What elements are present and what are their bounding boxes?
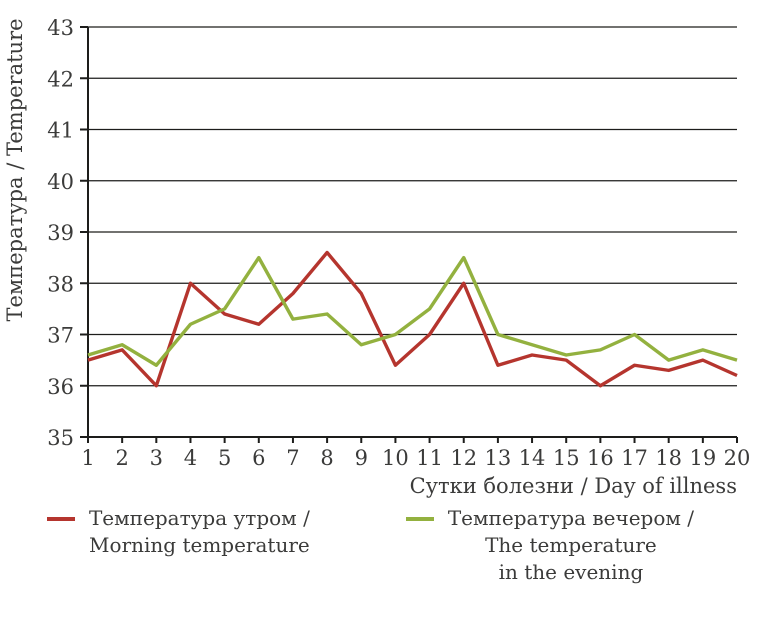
x-tick-label: 4 bbox=[184, 446, 197, 470]
y-tick-label: 42 bbox=[47, 67, 74, 91]
y-tick-label: 38 bbox=[47, 272, 74, 296]
x-tick-label: 16 bbox=[587, 446, 614, 470]
x-tick-label: 19 bbox=[689, 446, 716, 470]
evening-line-swatch bbox=[405, 517, 434, 521]
x-tick-label: 20 bbox=[724, 446, 751, 470]
morning-temperature-line bbox=[87, 250, 738, 388]
morning-line-swatch bbox=[46, 517, 75, 521]
y-tick-label: 35 bbox=[47, 426, 74, 450]
x-tick-label: 15 bbox=[553, 446, 580, 470]
x-tick-label: 9 bbox=[355, 446, 368, 470]
x-tick-label: 13 bbox=[485, 446, 512, 470]
x-tick-label: 8 bbox=[320, 446, 333, 470]
x-tick-label: 12 bbox=[450, 446, 477, 470]
x-tick-label: 11 bbox=[416, 446, 443, 470]
y-tick-label: 40 bbox=[47, 170, 74, 194]
x-tick-label: 14 bbox=[519, 446, 546, 470]
x-axis-title: Сутки болезни / Day of illness bbox=[410, 474, 737, 498]
legend-label-evening: Температура вечером / The temperature in… bbox=[448, 505, 694, 586]
legend-label-morning: Температура утром / Morning temperature bbox=[89, 505, 310, 559]
x-tick-label: 10 bbox=[382, 446, 409, 470]
y-tick-label: 43 bbox=[47, 16, 74, 40]
y-tick-label: 37 bbox=[47, 324, 74, 348]
legend-label-line: The temperature bbox=[485, 533, 657, 557]
legend-label-line: Morning temperature bbox=[89, 533, 310, 557]
x-tick-label: 6 bbox=[252, 446, 265, 470]
y-tick-label: 39 bbox=[47, 221, 74, 245]
legend-item-evening: Температура вечером / The temperature in… bbox=[405, 505, 694, 586]
legend-item-morning: Температура утром / Morning temperature bbox=[46, 505, 310, 586]
x-tick-label: 7 bbox=[286, 446, 299, 470]
y-axis-title: Температура / Temperature bbox=[3, 18, 27, 321]
x-tick-label: 5 bbox=[218, 446, 231, 470]
legend-label-line: Температура утром / bbox=[88, 506, 310, 530]
legend-label-line: in the evening bbox=[498, 560, 644, 584]
y-tick-label: 41 bbox=[47, 119, 74, 143]
x-tick-label: 17 bbox=[621, 446, 648, 470]
x-tick-label: 1 bbox=[81, 446, 94, 470]
evening-temperature-line bbox=[87, 255, 738, 367]
legend-label-line: Температура вечером / bbox=[447, 506, 695, 530]
y-tick-label: 36 bbox=[47, 375, 74, 399]
x-tick-label: 2 bbox=[115, 446, 128, 470]
x-tick-label: 3 bbox=[150, 446, 163, 470]
x-tick-label: 18 bbox=[655, 446, 682, 470]
chart-legend: Температура утром / Morning temperature … bbox=[0, 505, 741, 586]
